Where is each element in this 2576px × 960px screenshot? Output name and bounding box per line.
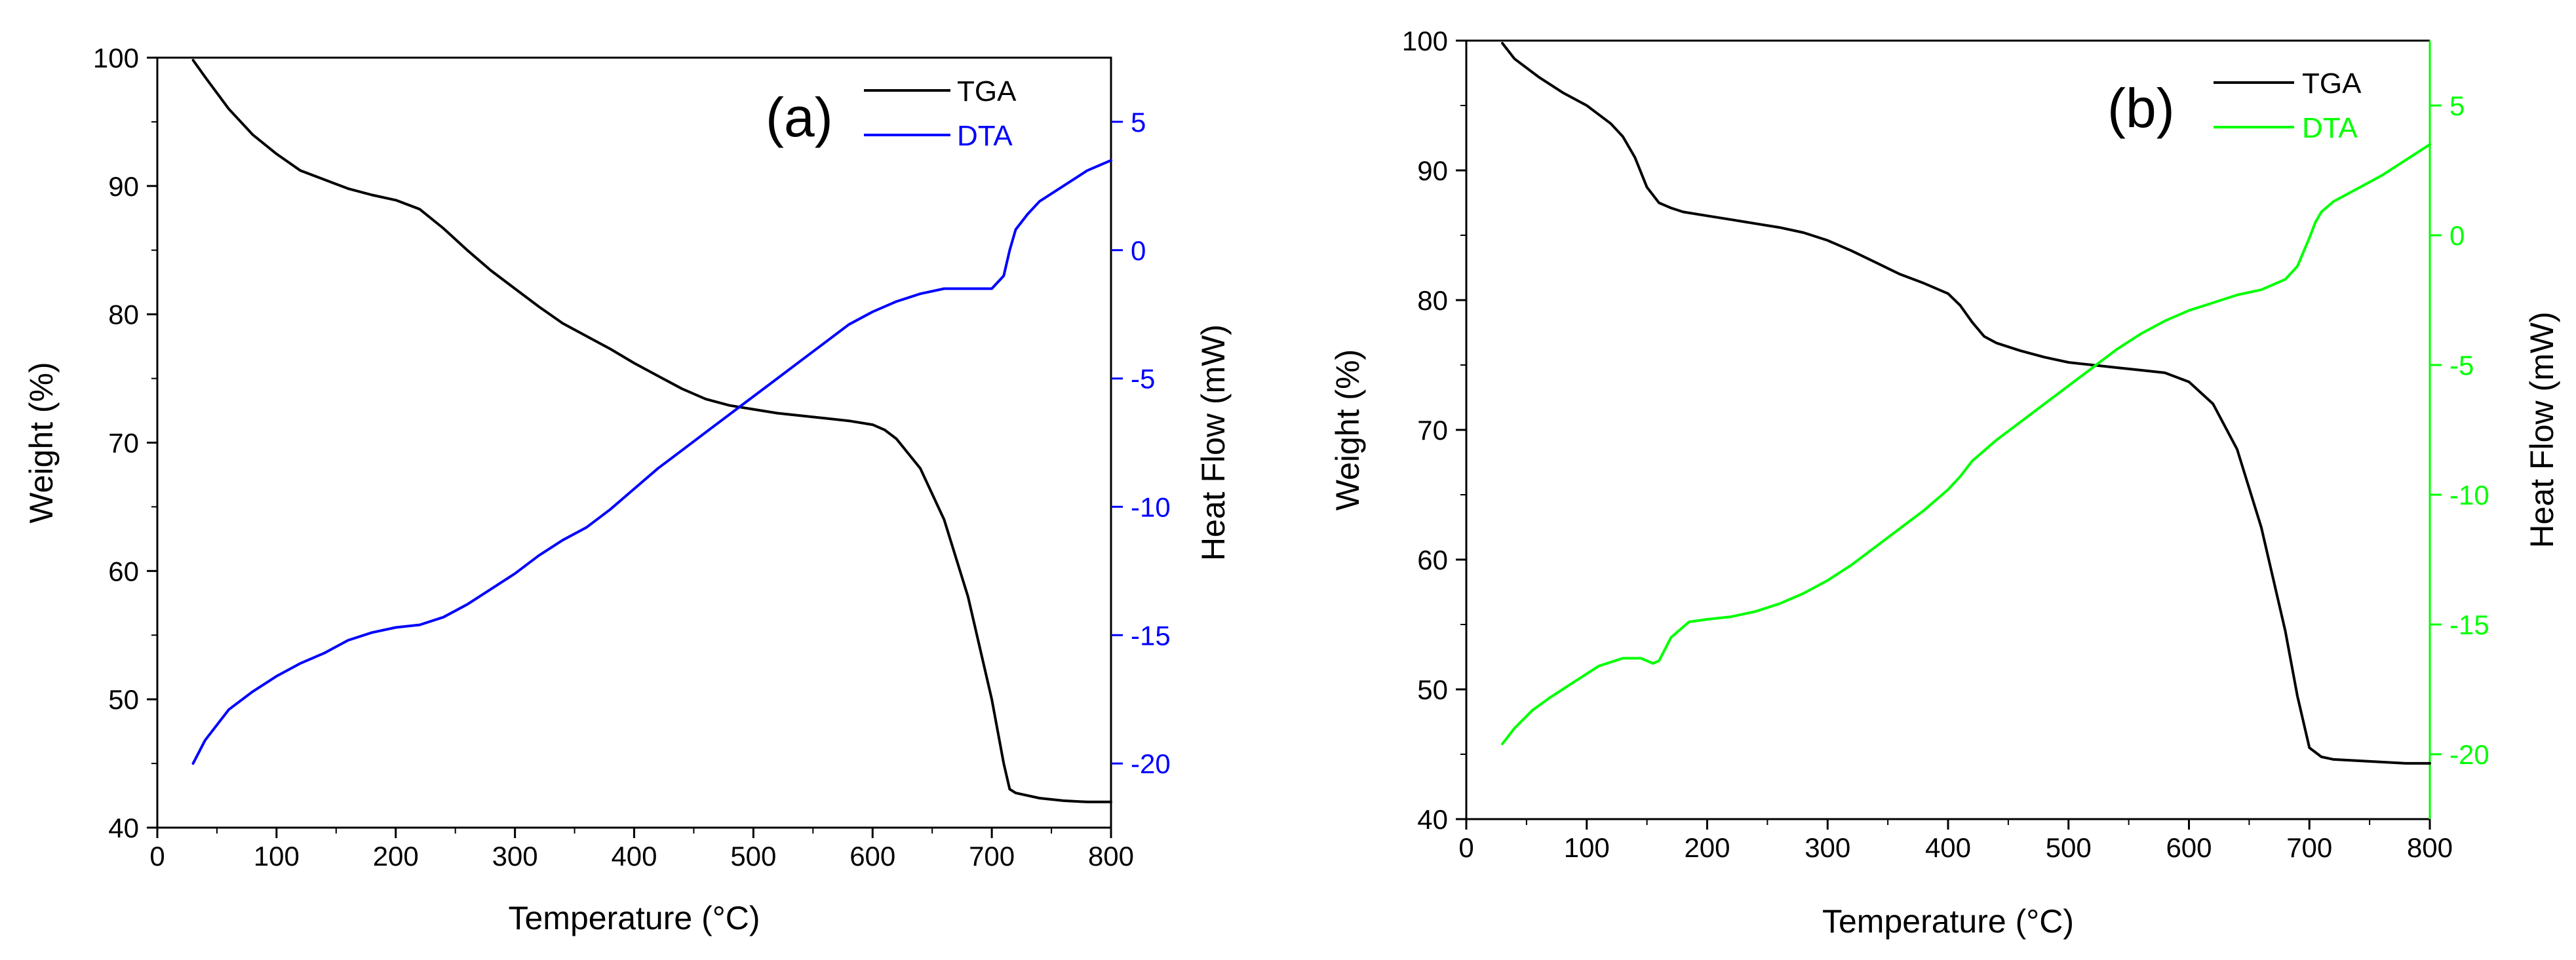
x-tick-label: 400 bbox=[611, 841, 657, 872]
x-tick-label: 300 bbox=[1805, 832, 1850, 863]
panel-a-y-right-axis-title: Heat Flow (mW) bbox=[1195, 324, 1232, 561]
series-tga-line bbox=[1501, 42, 2431, 765]
panel-a-plot-frame bbox=[156, 56, 1112, 829]
x-tick-label: 600 bbox=[2166, 832, 2212, 863]
y-left-tick-label: 60 bbox=[1417, 545, 1448, 575]
y-left-tick-label: 50 bbox=[1417, 674, 1448, 705]
y-right-tick-label: -20 bbox=[1131, 748, 1171, 779]
x-tick-label: 500 bbox=[730, 841, 776, 872]
panel-b-y-left-ticks: 40 50 60 70 80 90 100 bbox=[1402, 26, 1466, 835]
panel-a-legend-tga-label: TGA bbox=[957, 75, 1017, 107]
y-right-tick-label: 0 bbox=[1131, 235, 1146, 266]
y-right-tick-label: -10 bbox=[2449, 480, 2489, 510]
y-left-tick-label: 90 bbox=[108, 171, 139, 202]
x-tick-label: 400 bbox=[1925, 832, 1971, 863]
panel-b-x-ticks: 0 100 200 300 400 500 600 700 800 bbox=[1458, 819, 2453, 863]
y-right-tick-label: -15 bbox=[1131, 620, 1171, 651]
y-left-tick-label: 80 bbox=[1417, 285, 1448, 316]
y-left-tick-label: 40 bbox=[1417, 804, 1448, 835]
panel-a-legend: TGA DTA bbox=[864, 75, 1017, 152]
x-tick-label: 100 bbox=[1564, 832, 1610, 863]
y-right-tick-label: -10 bbox=[1131, 491, 1171, 522]
x-tick-label: 200 bbox=[1684, 832, 1730, 863]
panel-b-y-right-axis-title: Heat Flow (mW) bbox=[2524, 311, 2560, 548]
series-dta-line bbox=[1501, 143, 2431, 746]
x-tick-label: 800 bbox=[1088, 841, 1134, 872]
x-tick-label: 0 bbox=[1458, 832, 1473, 863]
x-tick-label: 0 bbox=[149, 841, 165, 872]
y-left-tick-label: 50 bbox=[108, 684, 139, 715]
panel-b-y-left-axis-title: Weight (%) bbox=[1329, 349, 1366, 510]
y-left-tick-label: 80 bbox=[108, 299, 139, 330]
panel-b-legend-dta-label: DTA bbox=[2302, 112, 2358, 144]
y-left-tick-label: 40 bbox=[108, 813, 139, 843]
y-left-tick-label: 100 bbox=[93, 43, 139, 73]
panel-b-x-axis-title: Temperature (°C) bbox=[1822, 903, 2074, 940]
panel-a-lines bbox=[191, 58, 1112, 803]
panel-b-label: (b) bbox=[2107, 77, 2175, 139]
panel-a-label: (a) bbox=[766, 86, 833, 148]
panel-b-y-right-ticks: -20 -15 -10 -5 0 5 bbox=[2430, 90, 2489, 770]
x-tick-label: 600 bbox=[849, 841, 895, 872]
y-left-tick-label: 100 bbox=[1402, 26, 1448, 56]
y-right-tick-label: 0 bbox=[2449, 220, 2465, 251]
y-right-tick-label: 5 bbox=[2449, 90, 2465, 121]
series-dta-line bbox=[191, 159, 1112, 765]
panel-b: 0 100 200 300 400 500 600 700 800 40506070809010… bbox=[1329, 26, 2560, 940]
y-left-tick-label: 90 bbox=[1417, 155, 1448, 186]
y-left-tick-label: 70 bbox=[1417, 415, 1448, 446]
x-tick-label: 100 bbox=[254, 841, 300, 872]
x-tick-label: 700 bbox=[2286, 832, 2332, 863]
panel-a-y-right-ticks: -20 -15 -10 -5 0 5 bbox=[1111, 107, 1171, 779]
panel-b-lines bbox=[1501, 42, 2431, 765]
y-right-tick-label: -15 bbox=[2449, 609, 2489, 640]
y-right-tick-label: 5 bbox=[1131, 107, 1146, 138]
y-left-tick-label: 70 bbox=[108, 428, 139, 459]
panel-a-legend-dta-label: DTA bbox=[957, 120, 1013, 152]
panel-a-y-left-ticks: 40 50 60 70 80 90 100 bbox=[93, 43, 157, 843]
panel-a-y-left-axis-title: Weight (%) bbox=[23, 362, 60, 523]
x-tick-label: 800 bbox=[2407, 832, 2453, 863]
series-tga-line bbox=[191, 58, 1112, 803]
x-tick-label: 700 bbox=[969, 841, 1015, 872]
panel-b-legend-tga-label: TGA bbox=[2302, 67, 2362, 100]
panel-a: 0 100 200 300 400 500 600 700 800 40506070809010… bbox=[23, 43, 1232, 936]
y-right-tick-label: -5 bbox=[2449, 350, 2474, 381]
x-tick-label: 300 bbox=[492, 841, 538, 872]
y-right-tick-label: -5 bbox=[1131, 364, 1155, 394]
x-tick-label: 200 bbox=[373, 841, 419, 872]
panel-a-x-ticks: 0 100 200 300 400 500 600 700 800 bbox=[149, 828, 1134, 872]
y-right-tick-label: -20 bbox=[2449, 739, 2489, 770]
panel-a-x-axis-title: Temperature (°C) bbox=[509, 900, 760, 936]
y-left-tick-label: 60 bbox=[108, 556, 139, 586]
panel-b-legend: TGA DTA bbox=[2214, 67, 2362, 144]
x-tick-label: 500 bbox=[2046, 832, 2092, 863]
